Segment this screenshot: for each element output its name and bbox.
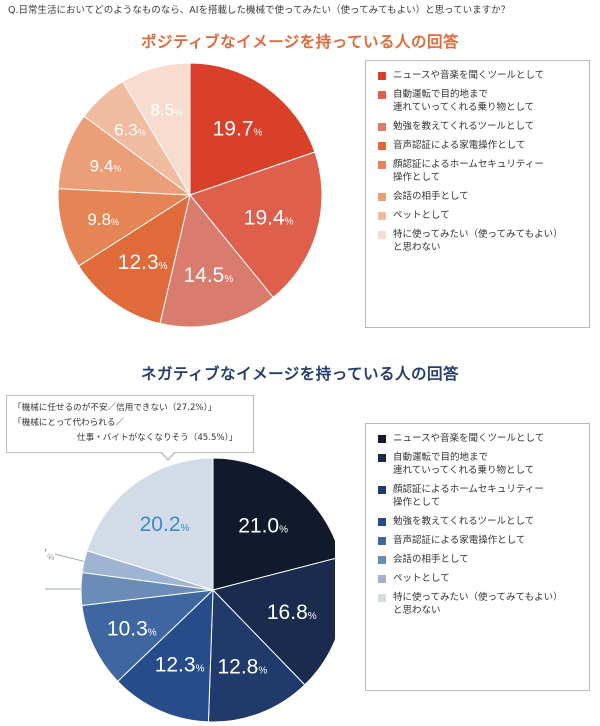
negative-slice-7 [86,457,214,591]
positive-legend-item-6: ペットとして [378,209,583,222]
positive-legend-item-2: 勉強を教えてくれるツールとして [378,120,583,133]
negative-slice-4 [81,589,215,683]
negative-slice-3 [116,588,214,723]
negative-slice-0 [212,457,335,591]
positive-legend: ニュースや音楽を聞くツールとして自動運転で目的地まで 連れていってくれる乗り物と… [365,60,590,328]
positive-value-label-2: 14.5% [183,264,233,287]
positive-legend-label-2: 勉強を教えてくれるツールとして [393,121,535,132]
negative-legend-item-0: ニュースや音楽を聞くツールとして [378,432,583,445]
negative-legend-swatch-0 [378,435,386,443]
negative-legend-swatch-6 [378,575,386,583]
positive-pie-chart: 19.7% 19.4% 14.5% 12.3% 9.8% 9.4% 6.3%8.5% [57,62,323,328]
positive-legend-label-0: ニュースや音楽を聞くツールとして [393,70,545,81]
positive-legend-label-1: 自動運転で目的地まで 連れていってくれる乗り物として [393,89,535,113]
positive-slice-4 [57,188,192,267]
positive-value-label-3: 12.3% [118,251,168,274]
negative-legend-swatch-3 [378,518,386,526]
positive-slice-1 [189,151,323,299]
negative-value-label-6: 2.7% [45,547,54,564]
negative-legend: ニュースや音楽を聞くツールとして自動運転で目的地まで 連れていってくれる乗り物と… [365,423,590,691]
positive-legend-swatch-5 [378,193,386,201]
negative-chart-title: ネガティブなイメージを持っている人の回答 [141,365,459,383]
callout-line-1: 「機械に任せるのが不安／信用できない（27.2%）」 [13,403,217,413]
positive-value-label-6: 6.3% [114,120,146,139]
positive-slice-0 [189,62,316,196]
negative-legend-item-3: 勉強を教えてくれるツールとして [378,515,583,528]
survey-question: Q.日常生活においてどのようなものなら、AIを搭載した機械で使ってみたい（使って… [8,5,511,16]
negative-value-label-1: 16.8% [267,601,317,624]
positive-legend-swatch-4 [378,161,386,169]
negative-value-label-4: 10.3% [107,617,157,640]
positive-legend-swatch-2 [378,123,386,131]
positive-value-label-4: 9.8% [87,210,119,229]
positive-legend-item-3: 音声認証による家電操作として [378,139,583,152]
negative-value-label-3: 12.3% [155,654,205,677]
positive-legend-swatch-3 [378,142,386,150]
negative-legend-swatch-7 [378,594,386,602]
positive-legend-item-1: 自動運転で目的地まで 連れていってくれる乗り物として [378,88,583,114]
negative-value-label-2: 12.8% [217,655,267,678]
positive-legend-label-7: 特に使ってみたい（使ってみてもよい） と思わない [393,229,563,253]
negative-callout-box: 「機械に任せるのが不安／信用できない（27.2%）」 「機械にとって代わられる／… [6,395,254,453]
positive-legend-label-4: 顔認証によるホームセキュリティー 操作として [393,159,544,183]
negative-legend-label-0: ニュースや音楽を聞くツールとして [393,433,545,444]
callout-line-3: 仕事・バイトがなくなりそう（45.5%）」 [77,433,238,443]
positive-value-label-7: 8.5% [150,100,182,119]
negative-leader-line-6 [54,553,85,562]
negative-legend-label-4: 音声認証による家電操作として [393,535,526,546]
negative-legend-swatch-2 [378,486,386,494]
positive-value-label-5: 9.4% [90,157,122,176]
positive-legend-item-4: 顔認証によるホームセキュリティー 操作として [378,158,583,184]
negative-legend-item-2: 顔認証によるホームセキュリティー 操作として [378,483,583,509]
negative-legend-item-4: 音声認証による家電操作として [378,534,583,547]
callout-tail-fill [161,451,175,459]
positive-legend-label-5: 会話の相手として [393,191,469,202]
positive-legend-label-3: 音声認証による家電操作として [393,140,526,151]
negative-legend-swatch-1 [378,454,386,462]
negative-value-label-0: 21.0% [238,514,288,537]
callout-line-2: 「機械にとって代わられる／ [13,418,125,428]
positive-legend-swatch-6 [378,212,386,220]
negative-legend-label-1: 自動運転で目的地まで 連れていってくれる乗り物として [393,452,535,476]
positive-legend-swatch-7 [378,231,386,239]
negative-legend-item-6: ペットとして [378,572,583,585]
negative-legend-label-3: 勉強を教えてくれるツールとして [393,516,535,527]
positive-legend-label-6: ペットとして [393,210,450,221]
negative-slice-2 [207,588,306,723]
negative-pie-chart: 21.0%16.8%12.8%12.3%10.3%4.0%2.7%20.2% [45,457,335,723]
negative-slice-1 [212,557,335,686]
positive-legend-swatch-0 [378,72,386,80]
negative-legend-item-7: 特に使ってみたい（使ってみてもよい） と思わない [378,591,583,617]
positive-value-label-0: 19.7% [213,117,263,140]
negative-legend-label-6: ペットとして [393,573,450,584]
negative-legend-swatch-4 [378,537,386,545]
positive-slice-5 [57,115,192,196]
positive-slice-3 [78,193,191,325]
positive-legend-item-7: 特に使ってみたい（使ってみてもよい） と思わない [378,228,583,254]
negative-legend-label-7: 特に使ってみたい（使ってみてもよい） と思わない [393,592,563,616]
negative-legend-item-5: 会話の相手として [378,553,583,566]
negative-legend-item-1: 自動運転で目的地まで 連れていってくれる乗り物として [378,451,583,477]
negative-legend-swatch-5 [378,556,386,564]
negative-value-label-7: 20.2% [140,513,190,536]
negative-legend-label-2: 顔認証によるホームセキュリティー 操作として [393,484,544,508]
positive-legend-item-0: ニュースや音楽を聞くツールとして [378,69,583,82]
positive-slice-7 [122,62,191,197]
positive-chart-title: ポジティブなイメージを持っている人の回答 [141,33,459,51]
positive-slice-2 [159,193,274,328]
positive-legend-swatch-1 [378,91,386,99]
positive-legend-item-5: 会話の相手として [378,190,583,203]
positive-value-label-1: 19.4% [244,206,294,229]
negative-legend-label-5: 会話の相手として [393,554,469,565]
